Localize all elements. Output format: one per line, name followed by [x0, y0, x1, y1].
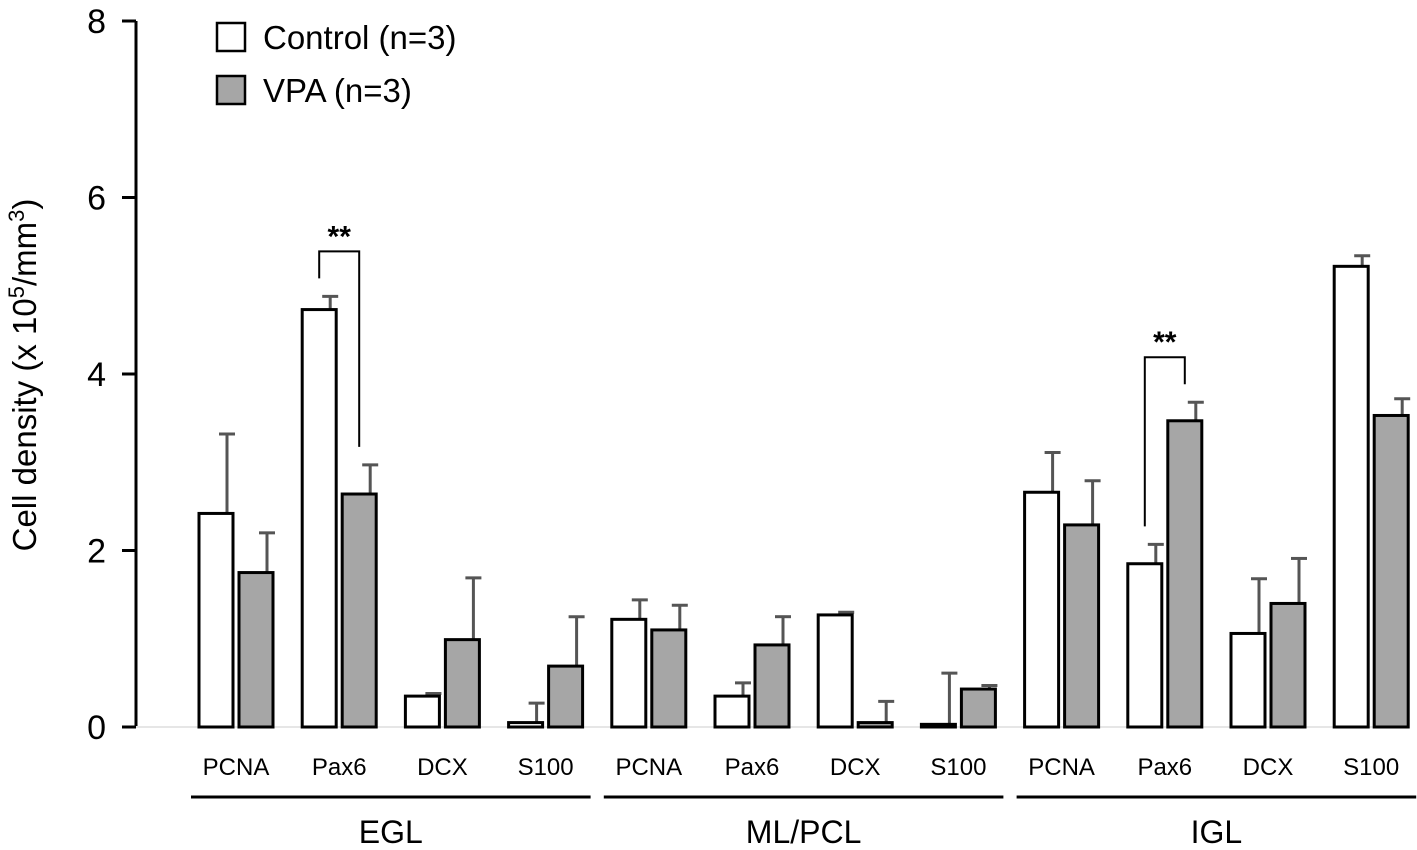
bar-vpa: [1063, 523, 1101, 729]
bar-control: [919, 722, 957, 729]
legend-swatch-control: [215, 21, 247, 53]
category-label: S100: [1343, 754, 1399, 781]
bar-vpa: [959, 687, 997, 729]
bar-control: [1126, 562, 1164, 729]
category-label: PCNA: [1028, 754, 1095, 781]
y-tick-label: 6: [87, 180, 106, 218]
y-tick-label: 8: [87, 3, 106, 41]
bar-vpa: [650, 628, 688, 729]
category-label: S100: [518, 754, 574, 781]
group-label: EGL: [359, 814, 423, 850]
bar-control: [507, 721, 545, 729]
group-label: IGL: [1191, 814, 1243, 850]
category-label: Pax6: [312, 754, 367, 781]
bar-control: [197, 511, 235, 729]
category-label: DCX: [417, 754, 468, 781]
y-tick-label: 4: [87, 356, 106, 394]
y-tick-label: 0: [87, 709, 106, 747]
legend: Control (n=3) VPA (n=3): [215, 19, 457, 109]
group-label: ML/PCL: [746, 814, 862, 850]
bar-vpa: [1269, 601, 1307, 729]
bar-vpa: [237, 571, 275, 729]
bar-vpa: [856, 721, 894, 729]
bar-control: [713, 694, 751, 729]
bar-vpa: [340, 492, 378, 729]
bar-control: [1332, 264, 1370, 729]
bar-control: [1023, 490, 1061, 729]
category-label: PCNA: [203, 754, 270, 781]
bar-vpa: [1372, 413, 1410, 729]
bar-vpa: [753, 643, 791, 729]
legend-label-vpa: VPA (n=3): [263, 72, 412, 109]
bar-control: [300, 308, 338, 729]
significance-bracket: [1143, 356, 1186, 527]
category-label: Pax6: [725, 754, 780, 781]
category-label: PCNA: [615, 754, 682, 781]
bar-control: [403, 694, 441, 729]
category-label: S100: [930, 754, 986, 781]
significance-label: **: [328, 220, 352, 253]
bar-vpa: [547, 664, 585, 729]
legend-label-control: Control (n=3): [263, 19, 457, 56]
bar-control: [610, 617, 648, 729]
category-label: Pax6: [1137, 754, 1192, 781]
significance-bracket: [318, 250, 361, 447]
category-label: DCX: [1243, 754, 1294, 781]
category-label: DCX: [830, 754, 881, 781]
bar-vpa: [1166, 419, 1204, 729]
y-axis-label: Cell density (x 105/mm3): [4, 199, 44, 552]
bar-control: [1229, 631, 1267, 729]
bar-vpa: [443, 638, 481, 729]
significance-label: **: [1153, 326, 1177, 359]
bar-control: [816, 613, 854, 729]
legend-swatch-vpa: [215, 74, 247, 106]
y-tick-label: 2: [87, 533, 106, 571]
